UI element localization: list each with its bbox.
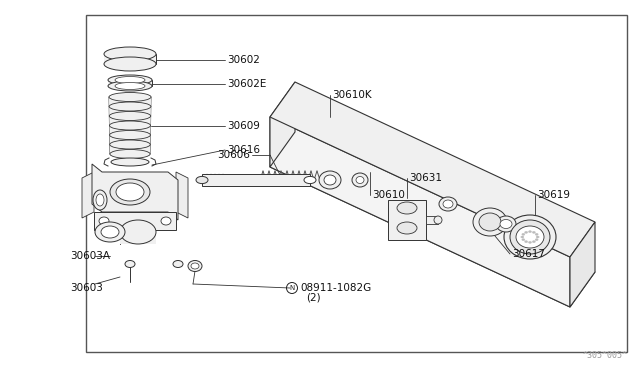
Ellipse shape: [110, 179, 150, 205]
Ellipse shape: [196, 176, 208, 184]
Ellipse shape: [109, 93, 151, 102]
Ellipse shape: [522, 233, 525, 235]
Polygon shape: [388, 200, 426, 240]
Ellipse shape: [522, 239, 525, 241]
Ellipse shape: [434, 216, 442, 224]
Ellipse shape: [115, 77, 145, 83]
Text: 30603: 30603: [70, 283, 103, 293]
Text: (2): (2): [306, 293, 321, 303]
Ellipse shape: [516, 226, 544, 248]
Polygon shape: [109, 144, 150, 154]
Ellipse shape: [188, 260, 202, 272]
Ellipse shape: [93, 190, 107, 210]
Polygon shape: [426, 216, 438, 224]
Ellipse shape: [104, 57, 156, 71]
Ellipse shape: [111, 158, 149, 166]
Ellipse shape: [120, 220, 156, 244]
Ellipse shape: [109, 131, 150, 140]
Bar: [86, 15, 627, 352]
Ellipse shape: [356, 176, 364, 183]
Polygon shape: [570, 222, 595, 307]
Polygon shape: [82, 172, 94, 218]
Ellipse shape: [108, 75, 152, 85]
Ellipse shape: [510, 220, 550, 254]
Ellipse shape: [529, 231, 531, 232]
Ellipse shape: [109, 121, 150, 130]
Polygon shape: [94, 212, 176, 230]
Ellipse shape: [95, 222, 125, 242]
Text: 30617: 30617: [512, 249, 545, 259]
Ellipse shape: [101, 226, 119, 238]
Ellipse shape: [532, 241, 535, 243]
Text: 30602E: 30602E: [227, 79, 266, 89]
Ellipse shape: [525, 241, 527, 243]
Ellipse shape: [479, 213, 501, 231]
Polygon shape: [108, 80, 152, 86]
Ellipse shape: [473, 208, 507, 236]
Text: 30631: 30631: [409, 173, 442, 183]
Ellipse shape: [496, 216, 516, 232]
Ellipse shape: [536, 236, 539, 238]
Polygon shape: [104, 54, 156, 64]
Ellipse shape: [110, 150, 150, 158]
Ellipse shape: [319, 171, 341, 189]
Ellipse shape: [99, 217, 109, 225]
Text: 30616: 30616: [227, 145, 260, 155]
Polygon shape: [109, 125, 150, 135]
Ellipse shape: [504, 215, 556, 259]
Ellipse shape: [535, 239, 538, 241]
Ellipse shape: [161, 217, 171, 225]
Text: 30609: 30609: [227, 121, 260, 131]
Polygon shape: [270, 82, 295, 167]
Text: 30606: 30606: [217, 150, 250, 160]
Polygon shape: [109, 106, 151, 116]
Ellipse shape: [500, 219, 512, 228]
Polygon shape: [120, 220, 156, 244]
Ellipse shape: [109, 140, 150, 149]
Ellipse shape: [532, 231, 535, 233]
Polygon shape: [270, 82, 595, 257]
Text: 30603A: 30603A: [70, 251, 110, 261]
Ellipse shape: [104, 47, 156, 61]
Ellipse shape: [443, 200, 453, 208]
Ellipse shape: [324, 175, 336, 185]
Text: 30619: 30619: [537, 190, 570, 200]
Ellipse shape: [535, 233, 538, 235]
Text: ^305^005^: ^305^005^: [583, 351, 628, 360]
Ellipse shape: [439, 197, 457, 211]
Polygon shape: [109, 97, 151, 106]
Text: 30610: 30610: [372, 190, 405, 200]
Ellipse shape: [352, 173, 368, 187]
Ellipse shape: [525, 231, 527, 233]
Ellipse shape: [304, 176, 316, 184]
Ellipse shape: [191, 263, 199, 269]
Polygon shape: [109, 135, 150, 144]
Ellipse shape: [109, 112, 150, 121]
Text: N: N: [289, 285, 294, 291]
Text: 08911-1082G: 08911-1082G: [300, 283, 371, 293]
Ellipse shape: [109, 102, 151, 111]
Ellipse shape: [521, 236, 524, 238]
Polygon shape: [176, 172, 188, 218]
Ellipse shape: [529, 241, 531, 243]
Ellipse shape: [116, 183, 144, 201]
Ellipse shape: [397, 222, 417, 234]
Ellipse shape: [108, 81, 152, 91]
Polygon shape: [92, 164, 178, 220]
Polygon shape: [202, 174, 310, 186]
Polygon shape: [270, 132, 595, 307]
Ellipse shape: [397, 202, 417, 214]
Ellipse shape: [96, 194, 104, 206]
Polygon shape: [109, 116, 150, 125]
Polygon shape: [270, 117, 570, 307]
Ellipse shape: [173, 260, 183, 267]
Text: 30602: 30602: [227, 55, 260, 65]
Ellipse shape: [115, 83, 145, 90]
Ellipse shape: [125, 260, 135, 267]
Text: 30610K: 30610K: [332, 90, 372, 100]
